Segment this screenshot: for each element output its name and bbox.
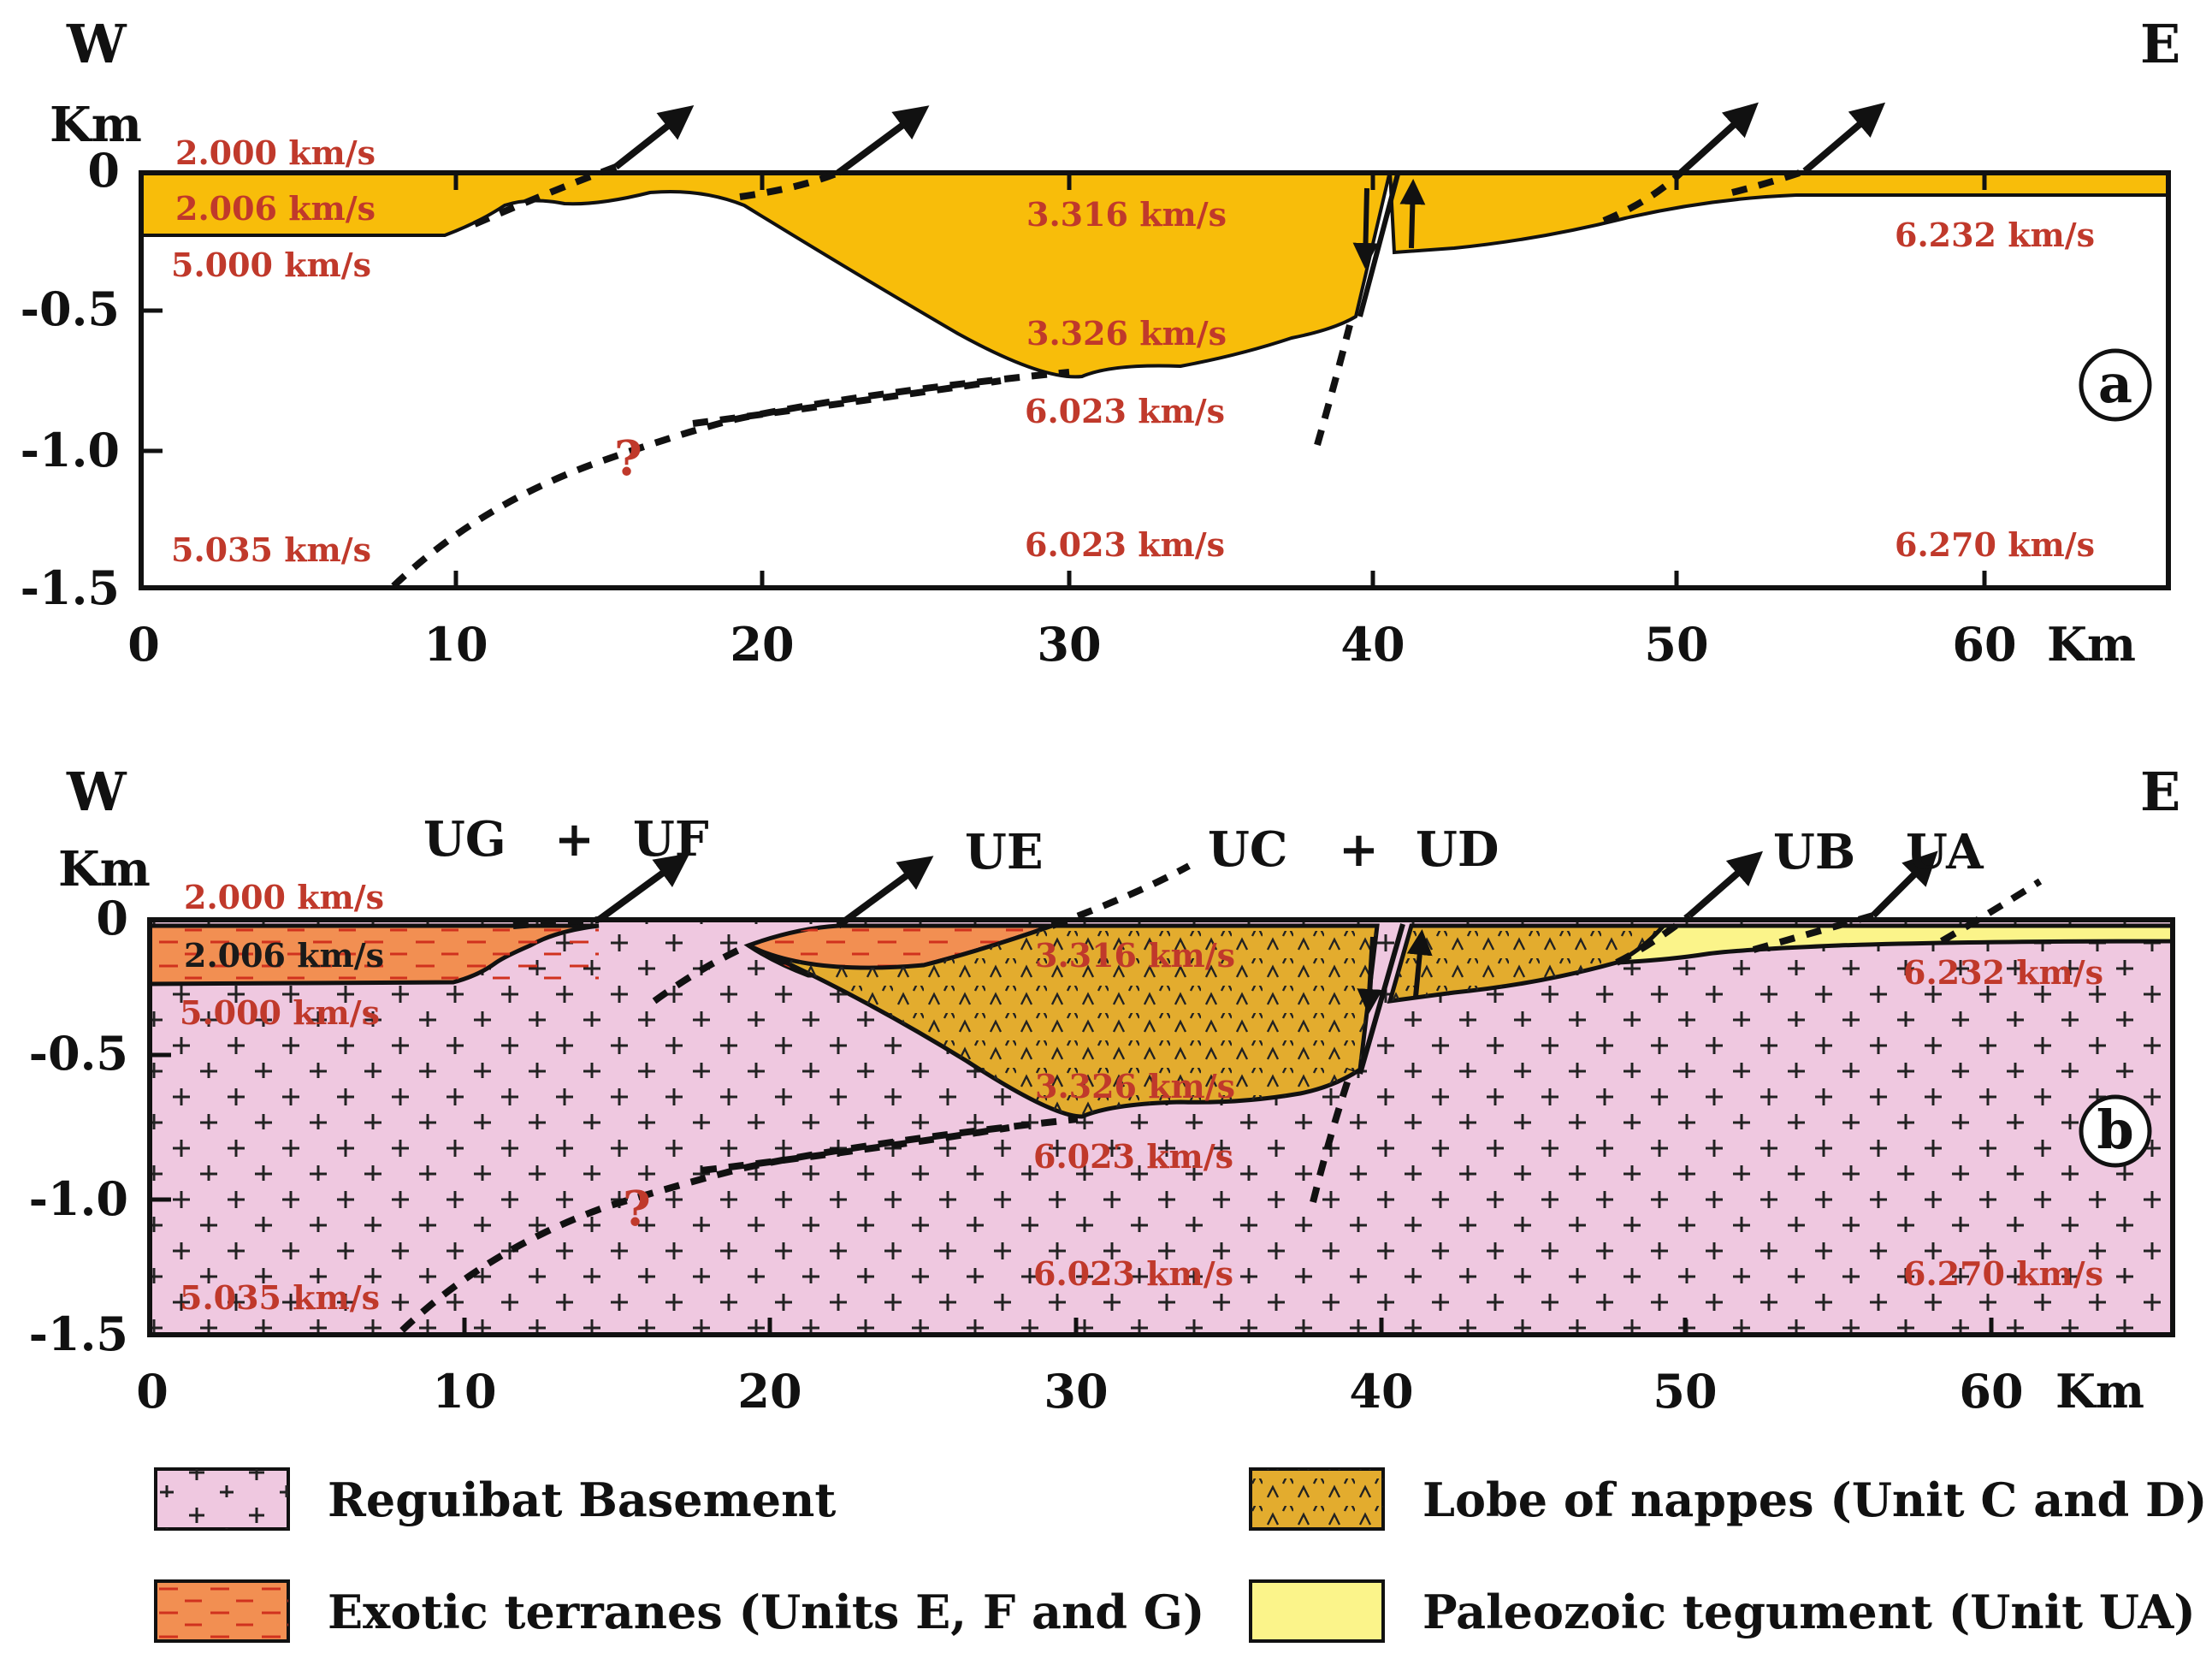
y-tick-05-b: -0.5 bbox=[29, 1026, 128, 1081]
x-tick-40-b: 40 bbox=[1349, 1364, 1413, 1419]
nappes-pattern bbox=[748, 926, 1377, 1117]
unit-label-plus: + bbox=[1339, 821, 1379, 878]
y-tick-10-a: -1.0 bbox=[21, 423, 120, 477]
x-unit-a: Km bbox=[2047, 617, 2136, 672]
x-tick-10-a: 10 bbox=[423, 617, 488, 672]
velocity-label: 3.326 km/s bbox=[1035, 1067, 1235, 1105]
x-tick-60-a: 60 bbox=[1952, 617, 2016, 672]
unit-label-uf: UF bbox=[633, 811, 709, 868]
y-unit-a: Km bbox=[50, 97, 142, 153]
y-tick-10-b: -1.0 bbox=[29, 1171, 128, 1226]
velocity-label: 5.000 km/s bbox=[171, 246, 371, 284]
x-tick-40-a: 40 bbox=[1340, 617, 1405, 672]
thrust-arrows-a bbox=[613, 102, 1886, 176]
velocity-label: 6.270 km/s bbox=[1903, 1254, 2103, 1293]
legend-item-exotic: Exotic terranes (Units E, F and G) bbox=[154, 1579, 1204, 1643]
panel-label-circle-b bbox=[2079, 1094, 2152, 1168]
normal-fault-b bbox=[1357, 923, 1433, 1075]
unit-label-uc: UC bbox=[1208, 821, 1287, 878]
velocity-label: 6.023 km/s bbox=[1025, 392, 1225, 430]
y-unit-b: Km bbox=[58, 841, 151, 898]
velocity-label: 6.270 km/s bbox=[1895, 525, 2095, 564]
x-tick-10-b: 10 bbox=[432, 1364, 496, 1419]
east-label-b: E bbox=[2140, 761, 2180, 823]
unit-label-ud: UD bbox=[1416, 821, 1499, 878]
velocity-label: 2.000 km/s bbox=[175, 133, 376, 172]
panel-label-a: a bbox=[2098, 353, 2132, 415]
velocity-label: 2.006 km/s bbox=[175, 189, 376, 228]
y-tick-0-b: 0 bbox=[96, 891, 128, 945]
unit-label-ua: UA bbox=[1906, 824, 1984, 880]
frame-b bbox=[147, 917, 2175, 1337]
velocity-label: 6.023 km/s bbox=[1033, 1254, 1233, 1293]
panel-b: W E Km 0 -0.5 -1.0 -1.5 bbox=[29, 761, 2181, 1419]
legend-label: Paleozoic tegument (Unit UA) bbox=[1422, 1585, 2196, 1639]
dashed-faults-b bbox=[399, 862, 2043, 1333]
x-axis-b bbox=[462, 1318, 1994, 1335]
velocity-label: 3.316 km/s bbox=[1035, 936, 1235, 975]
frame-a bbox=[139, 170, 2171, 590]
legend-label: Reguibat Basement bbox=[328, 1472, 836, 1527]
west-label-b: W bbox=[66, 761, 127, 823]
legend-item-basement: Reguibat Basement bbox=[154, 1467, 836, 1531]
x-unit-b: Km bbox=[2055, 1364, 2144, 1419]
thrust-arrows-b bbox=[596, 850, 1938, 929]
velocity-label: 6.232 km/s bbox=[1895, 216, 2095, 254]
sediment-basin-a bbox=[139, 170, 2170, 379]
velocity-label: 5.000 km/s bbox=[180, 993, 380, 1032]
panel-label-b: b bbox=[2097, 1099, 2133, 1161]
x-tick-20-a: 20 bbox=[730, 617, 794, 672]
velocity-label: 3.316 km/s bbox=[1026, 195, 1227, 234]
velocity-label: 5.035 km/s bbox=[171, 530, 371, 569]
velocity-label: 2.006 km/s bbox=[184, 936, 384, 975]
uncertain-mark-b: ? bbox=[623, 1181, 651, 1237]
y-tick-15-b: -1.5 bbox=[29, 1307, 128, 1361]
legend-label: Lobe of nappes (Unit C and D) bbox=[1422, 1472, 2207, 1527]
dashed-faults-a bbox=[391, 163, 1807, 589]
x-tick-50-a: 50 bbox=[1644, 617, 1708, 672]
y-axis-a bbox=[141, 170, 163, 590]
velocity-label: 6.023 km/s bbox=[1025, 525, 1225, 564]
x-tick-60-b: 60 bbox=[1959, 1364, 2023, 1419]
y-tick-15-a: -1.5 bbox=[21, 560, 120, 615]
uncertain-mark-a: ? bbox=[614, 430, 642, 487]
y-axis-b bbox=[150, 917, 171, 1337]
nappes-pattern-east bbox=[1390, 926, 1664, 1001]
x-tick-30-b: 30 bbox=[1044, 1364, 1108, 1419]
west-label-a: W bbox=[66, 13, 127, 75]
x-tick-30-a: 30 bbox=[1037, 617, 1101, 672]
y-tick-0-a: 0 bbox=[87, 143, 120, 198]
x-tick-0-a: 0 bbox=[127, 617, 160, 672]
velocity-label: 5.035 km/s bbox=[180, 1278, 380, 1317]
legend-label: Exotic terranes (Units E, F and G) bbox=[328, 1585, 1204, 1639]
x-tick-0-b: 0 bbox=[136, 1364, 169, 1419]
x-axis-a bbox=[453, 173, 1987, 588]
legend-item-nappes: Lobe of nappes (Unit C and D) bbox=[1249, 1467, 2207, 1531]
east-label-a: E bbox=[2140, 13, 2180, 75]
unit-label-ue: UE bbox=[965, 824, 1044, 880]
velocity-label: 6.023 km/s bbox=[1033, 1137, 1233, 1176]
legend-item-tegument: Paleozoic tegument (Unit UA) bbox=[1249, 1579, 2196, 1643]
y-tick-05-a: -0.5 bbox=[21, 281, 120, 336]
panel-a: W E Km 0 -0.5 -1.0 -1.5 0 10 20 30 bbox=[21, 13, 2181, 672]
unit-label-ug: UG bbox=[423, 811, 506, 868]
legend: Reguibat Basement Lobe of nappes (Unit C… bbox=[154, 1467, 2207, 1643]
panel-label-circle-a bbox=[2079, 348, 2152, 422]
exotic-pattern-middle bbox=[748, 926, 1052, 975]
unit-label-ub: UB bbox=[1773, 824, 1855, 880]
exotic-pattern-west bbox=[150, 926, 599, 984]
velocity-label: 6.232 km/s bbox=[1903, 953, 2103, 992]
velocity-label: 2.000 km/s bbox=[184, 878, 384, 916]
x-tick-20-b: 20 bbox=[737, 1364, 801, 1419]
unit-label-plus: + bbox=[554, 811, 594, 868]
velocity-label: 3.326 km/s bbox=[1026, 314, 1227, 353]
normal-fault-a bbox=[1352, 170, 1426, 317]
x-tick-50-b: 50 bbox=[1653, 1364, 1717, 1419]
